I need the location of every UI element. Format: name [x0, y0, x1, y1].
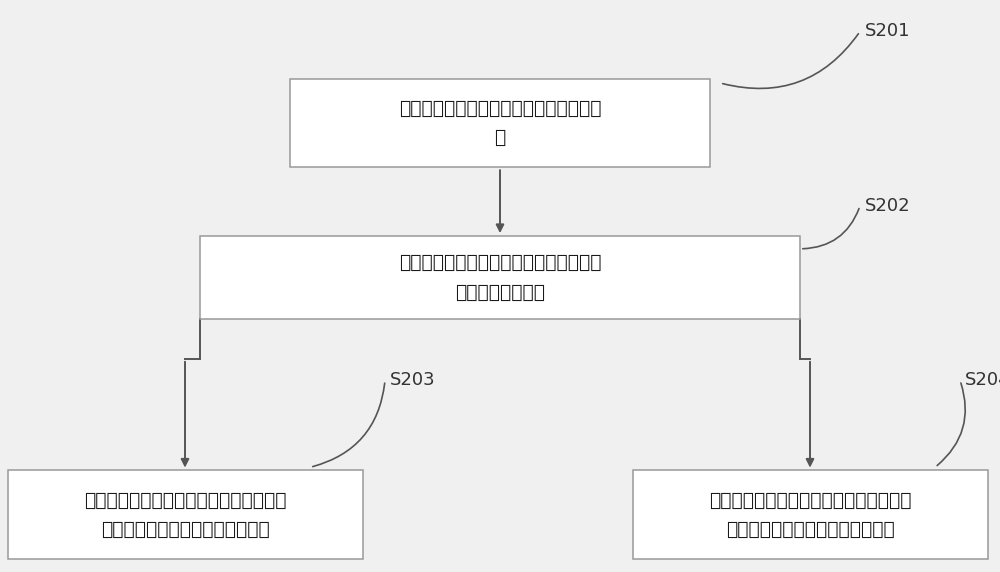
Text: 将进水温度与出水温度的温度差值与预设
温度差值进行比较: 将进水温度与出水温度的温度差值与预设 温度差值进行比较 — [399, 253, 601, 301]
FancyBboxPatch shape — [290, 78, 710, 167]
Text: S203: S203 — [390, 371, 436, 390]
Text: S204: S204 — [965, 371, 1000, 390]
Text: 当所述温度差值小于预设温度差值，控制
水泵减小冷却液在散热器件的流速: 当所述温度差值小于预设温度差值，控制 水泵减小冷却液在散热器件的流速 — [709, 491, 911, 539]
Text: S201: S201 — [865, 22, 910, 41]
FancyBboxPatch shape — [8, 470, 362, 559]
Text: 当所述温度差值大于预设温度差值，控制
水泵加大冷却液在散热器件的流速: 当所述温度差值大于预设温度差值，控制 水泵加大冷却液在散热器件的流速 — [84, 491, 286, 539]
FancyBboxPatch shape — [633, 470, 988, 559]
Text: S202: S202 — [865, 197, 911, 215]
FancyBboxPatch shape — [200, 236, 800, 319]
Text: 检测功率器件散热器的进水温度和出水温
度: 检测功率器件散热器的进水温度和出水温 度 — [399, 99, 601, 147]
